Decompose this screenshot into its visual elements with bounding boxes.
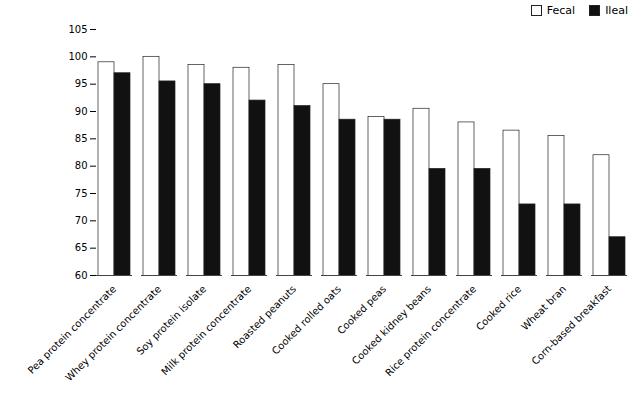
- svg-text:80: 80: [75, 160, 88, 171]
- svg-text:70: 70: [75, 215, 88, 226]
- svg-text:Milk protein concentrate: Milk protein concentrate: [159, 283, 253, 377]
- svg-text:Rice protein concentrate: Rice protein concentrate: [383, 283, 478, 378]
- html-text:Fecal: Fecal: [546, 4, 576, 17]
- svg-text:85: 85: [75, 133, 88, 144]
- svg-text:Corn-based breakfast: Corn-based breakfast: [529, 283, 613, 367]
- svg-text:Cooked rolled oats: Cooked rolled oats: [270, 283, 344, 357]
- svg-text:65: 65: [75, 242, 88, 253]
- svg-text:Cooked peas: Cooked peas: [335, 283, 389, 337]
- svg-text:75: 75: [75, 188, 88, 199]
- svg-text:Wheat bran: Wheat bran: [519, 283, 568, 332]
- svg-text:Cooked kidney beans: Cooked kidney beans: [350, 283, 433, 366]
- svg-text:Pea protein concentrate: Pea protein concentrate: [26, 283, 119, 376]
- svg-text:95: 95: [75, 78, 88, 89]
- html-text:Ileal: Ileal: [605, 4, 628, 17]
- svg-text:60: 60: [75, 270, 88, 281]
- svg-text:105: 105: [68, 24, 87, 35]
- svg-text:Soy protein isolate: Soy protein isolate: [134, 283, 209, 357]
- svg-text:90: 90: [75, 106, 88, 117]
- svg-text:Cooked rice: Cooked rice: [474, 283, 523, 332]
- svg-text:Whey protein concentrate: Whey protein concentrate: [63, 283, 163, 383]
- svg-text:100: 100: [68, 51, 87, 62]
- svg-text:Roasted peanuts: Roasted peanuts: [231, 283, 299, 351]
